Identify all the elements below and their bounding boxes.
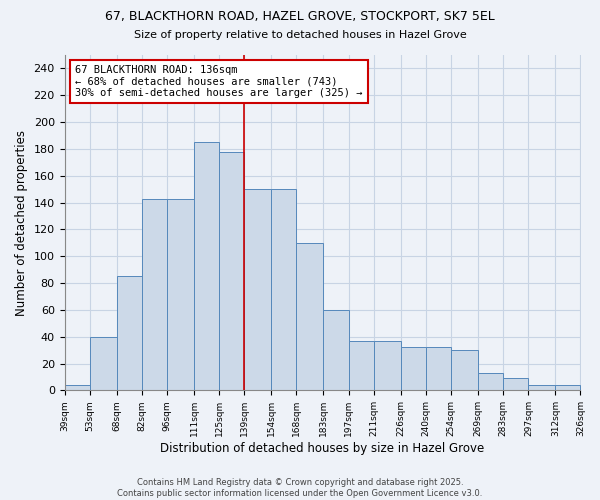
Bar — [167, 198, 194, 390]
Bar — [401, 348, 426, 391]
Text: 67, BLACKTHORN ROAD, HAZEL GROVE, STOCKPORT, SK7 5EL: 67, BLACKTHORN ROAD, HAZEL GROVE, STOCKP… — [105, 10, 495, 23]
Text: Contains HM Land Registry data © Crown copyright and database right 2025.
Contai: Contains HM Land Registry data © Crown c… — [118, 478, 482, 498]
Bar — [529, 385, 556, 390]
Bar — [89, 336, 116, 390]
Y-axis label: Number of detached properties: Number of detached properties — [15, 130, 28, 316]
Bar — [556, 385, 580, 390]
Bar — [194, 142, 219, 390]
Bar — [219, 152, 244, 390]
Bar — [244, 189, 271, 390]
Bar — [426, 348, 451, 391]
Bar — [116, 276, 142, 390]
Bar — [503, 378, 529, 390]
Bar — [349, 340, 374, 390]
Bar — [478, 373, 503, 390]
X-axis label: Distribution of detached houses by size in Hazel Grove: Distribution of detached houses by size … — [160, 442, 485, 455]
Bar — [451, 350, 478, 391]
Text: 67 BLACKTHORN ROAD: 136sqm
← 68% of detached houses are smaller (743)
30% of sem: 67 BLACKTHORN ROAD: 136sqm ← 68% of deta… — [75, 65, 362, 98]
Bar — [142, 198, 167, 390]
Bar — [271, 189, 296, 390]
Bar — [65, 385, 89, 390]
Text: Size of property relative to detached houses in Hazel Grove: Size of property relative to detached ho… — [134, 30, 466, 40]
Bar — [296, 243, 323, 390]
Bar — [374, 340, 401, 390]
Bar — [323, 310, 349, 390]
